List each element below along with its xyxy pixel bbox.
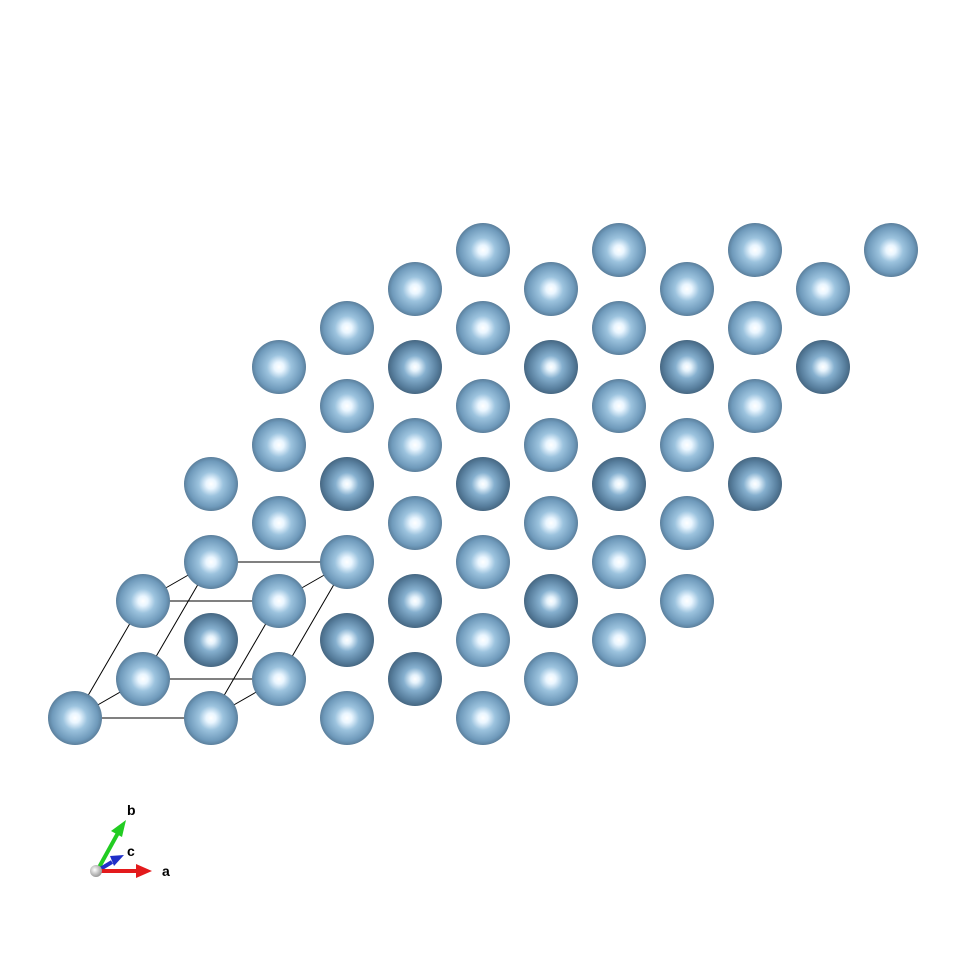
atom [592,535,646,589]
atom [320,457,374,511]
atom [660,262,714,316]
atom [320,691,374,745]
atom [388,418,442,472]
atom [456,301,510,355]
atom [728,457,782,511]
atom [456,691,510,745]
atom [592,223,646,277]
atom [184,691,238,745]
a-axis-arrow-head [136,864,152,878]
atom [252,652,306,706]
atom [728,223,782,277]
atom [252,574,306,628]
atom [252,418,306,472]
atom [388,340,442,394]
atom [728,301,782,355]
b-axis-label: b [127,802,136,818]
atom [524,574,578,628]
atom [320,613,374,667]
atom [660,574,714,628]
c-axis-arrow-head [110,855,124,866]
atom [320,379,374,433]
atom [524,262,578,316]
atom [456,223,510,277]
atom [252,496,306,550]
atom [184,535,238,589]
atom [388,262,442,316]
atom [320,301,374,355]
atom [184,457,238,511]
atom [660,496,714,550]
atom [320,535,374,589]
c-axis-label: c [127,843,135,859]
atom [388,574,442,628]
atom [116,652,170,706]
atom [524,418,578,472]
axes-indicator: b c a [90,802,170,879]
atom [592,379,646,433]
atom [592,457,646,511]
atom [456,613,510,667]
a-axis-label: a [162,863,170,879]
axes-origin-sphere [90,865,102,877]
atom [456,535,510,589]
atom [660,418,714,472]
b-axis-arrow-shaft [95,832,120,872]
atoms-layer [48,223,918,745]
atom [116,574,170,628]
atom [660,340,714,394]
atom [456,379,510,433]
atom [592,613,646,667]
atom [184,613,238,667]
atom [864,223,918,277]
atom [796,340,850,394]
atom [524,652,578,706]
atom [524,340,578,394]
atom [592,301,646,355]
atom [252,340,306,394]
atom [524,496,578,550]
atom [388,652,442,706]
atom [388,496,442,550]
atom [796,262,850,316]
atom [728,379,782,433]
atom [48,691,102,745]
atom [456,457,510,511]
b-axis-arrow-head [111,820,126,837]
